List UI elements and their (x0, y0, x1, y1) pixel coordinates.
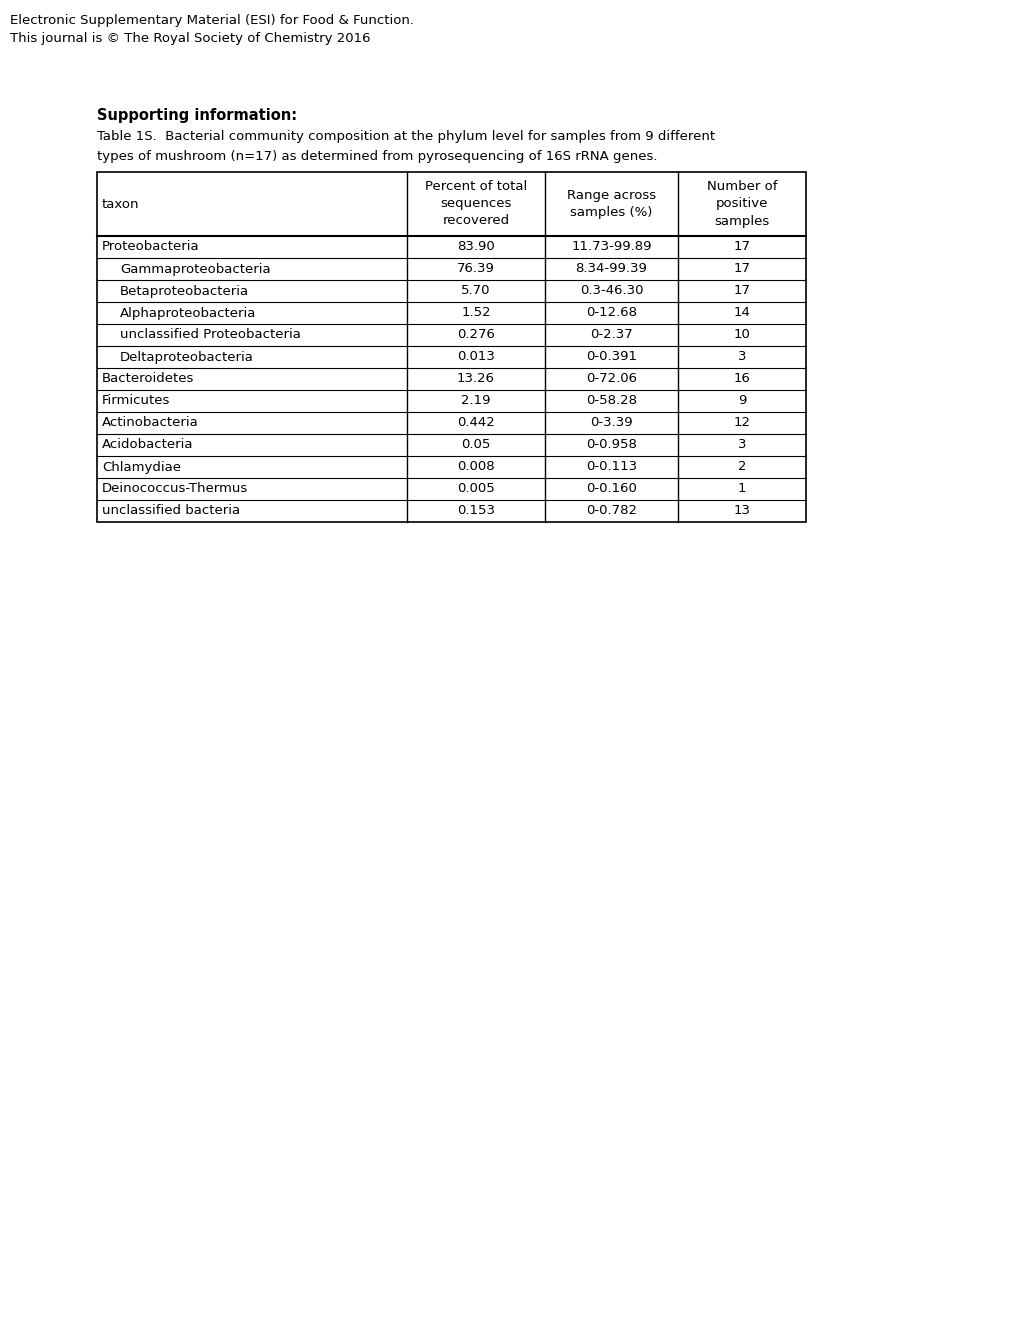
Text: Deltaproteobacteria: Deltaproteobacteria (120, 351, 254, 363)
Text: 0-0.782: 0-0.782 (586, 504, 637, 517)
Text: Bacteroidetes: Bacteroidetes (102, 372, 195, 385)
Text: 0-72.06: 0-72.06 (586, 372, 637, 385)
Text: taxon: taxon (102, 198, 140, 210)
Text: Percent of total: Percent of total (425, 181, 527, 194)
Text: unclassified Proteobacteria: unclassified Proteobacteria (120, 329, 301, 342)
Text: 17: 17 (733, 285, 750, 297)
Text: 3: 3 (737, 438, 746, 451)
Text: 16: 16 (733, 372, 750, 385)
Text: 17: 17 (733, 240, 750, 253)
Text: Proteobacteria: Proteobacteria (102, 240, 200, 253)
Text: Deinococcus-Thermus: Deinococcus-Thermus (102, 483, 248, 495)
Text: sequences: sequences (440, 198, 512, 210)
Text: 13: 13 (733, 504, 750, 517)
Text: 76.39: 76.39 (457, 263, 494, 276)
Text: Electronic Supplementary Material (ESI) for Food & Function.: Electronic Supplementary Material (ESI) … (10, 15, 414, 26)
Text: 2: 2 (737, 461, 746, 474)
Text: types of mushroom (n=17) as determined from pyrosequencing of 16S rRNA genes.: types of mushroom (n=17) as determined f… (97, 150, 657, 162)
Text: 0.3-46.30: 0.3-46.30 (579, 285, 643, 297)
Text: Betaproteobacteria: Betaproteobacteria (120, 285, 249, 297)
Text: 5.70: 5.70 (461, 285, 490, 297)
Text: 13.26: 13.26 (457, 372, 494, 385)
Text: 0.442: 0.442 (457, 417, 494, 429)
Text: 12: 12 (733, 417, 750, 429)
Text: Gammaproteobacteria: Gammaproteobacteria (120, 263, 270, 276)
Text: 1.52: 1.52 (461, 306, 490, 319)
Text: 2.19: 2.19 (461, 395, 490, 408)
Text: 10: 10 (733, 329, 750, 342)
Text: This journal is © The Royal Society of Chemistry 2016: This journal is © The Royal Society of C… (10, 32, 370, 45)
Text: unclassified bacteria: unclassified bacteria (102, 504, 239, 517)
Text: Range across: Range across (567, 189, 655, 202)
Text: Actinobacteria: Actinobacteria (102, 417, 199, 429)
Text: 0-2.37: 0-2.37 (590, 329, 632, 342)
Text: 0-58.28: 0-58.28 (586, 395, 637, 408)
Text: 0.005: 0.005 (457, 483, 494, 495)
Text: 11.73-99.89: 11.73-99.89 (571, 240, 651, 253)
Text: 8.34-99.39: 8.34-99.39 (575, 263, 647, 276)
Text: recovered: recovered (442, 214, 510, 227)
Text: samples: samples (713, 214, 769, 227)
Text: 14: 14 (733, 306, 750, 319)
Text: 0-0.958: 0-0.958 (586, 438, 636, 451)
Text: 9: 9 (737, 395, 746, 408)
Text: positive: positive (715, 198, 767, 210)
Text: Supporting information:: Supporting information: (97, 108, 297, 123)
Text: Acidobacteria: Acidobacteria (102, 438, 194, 451)
Text: 0-12.68: 0-12.68 (586, 306, 637, 319)
Text: 0.05: 0.05 (461, 438, 490, 451)
Text: 1: 1 (737, 483, 746, 495)
Text: 0.153: 0.153 (457, 504, 494, 517)
Text: Number of: Number of (706, 181, 776, 194)
Text: 0-0.113: 0-0.113 (585, 461, 637, 474)
Text: 0-0.391: 0-0.391 (586, 351, 637, 363)
Text: 17: 17 (733, 263, 750, 276)
Text: Firmicutes: Firmicutes (102, 395, 170, 408)
Text: 0-0.160: 0-0.160 (586, 483, 636, 495)
Text: Alphaproteobacteria: Alphaproteobacteria (120, 306, 256, 319)
Text: 0.008: 0.008 (457, 461, 494, 474)
Bar (97, 172, 805, 521)
Text: 0.276: 0.276 (457, 329, 494, 342)
Text: samples (%): samples (%) (570, 206, 652, 219)
Text: 83.90: 83.90 (457, 240, 494, 253)
Text: 0-3.39: 0-3.39 (590, 417, 632, 429)
Text: 0.013: 0.013 (457, 351, 494, 363)
Text: Table 1S.  Bacterial community composition at the phylum level for samples from : Table 1S. Bacterial community compositio… (97, 129, 714, 143)
Text: Chlamydiae: Chlamydiae (102, 461, 180, 474)
Text: 3: 3 (737, 351, 746, 363)
